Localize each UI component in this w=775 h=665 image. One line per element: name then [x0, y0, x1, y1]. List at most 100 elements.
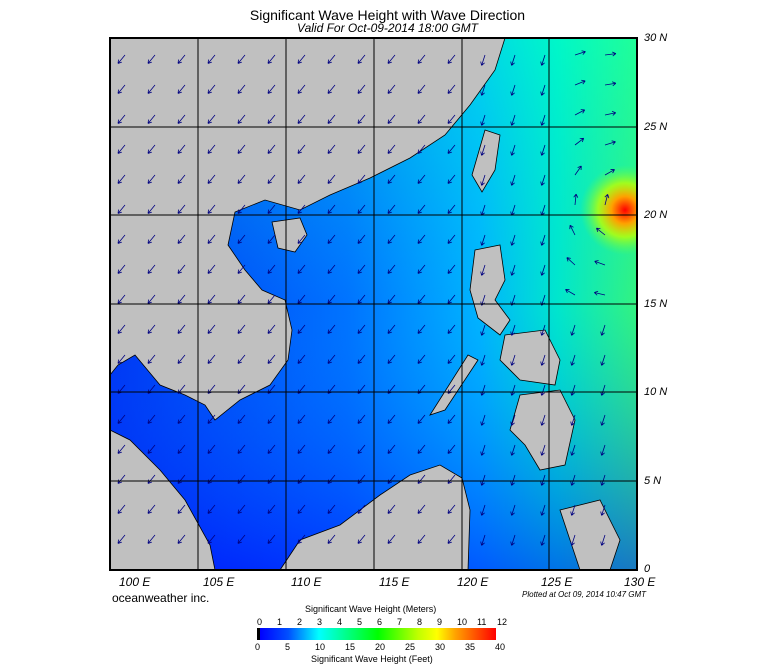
lon-label: 105 E [203, 575, 235, 589]
wave-direction-arrow [594, 260, 606, 266]
plotted-timestamp: Plotted at Oct 09, 2014 10:47 GMT [522, 590, 647, 599]
wave-direction-arrow [207, 114, 216, 124]
wave-direction-arrow [267, 144, 276, 154]
wave-direction-arrow [267, 534, 276, 544]
wave-direction-arrow [267, 174, 276, 184]
land-borneo [279, 464, 471, 571]
colorbar-feet-tick: 15 [345, 642, 356, 652]
wave-direction-arrow [357, 294, 366, 304]
wave-direction-arrow [237, 294, 246, 304]
wave-direction-arrow [237, 414, 246, 424]
colorbar-meters-tick: 4 [337, 617, 343, 627]
colorbar [257, 628, 496, 640]
wave-direction-arrow [267, 234, 276, 244]
wave-direction-arrow [387, 204, 396, 214]
wave-direction-arrow [327, 294, 336, 304]
wave-direction-arrow [207, 234, 216, 244]
wave-direction-arrow [357, 324, 366, 334]
wave-direction-arrow [604, 194, 610, 206]
colorbar-meters-tick: 6 [377, 617, 383, 627]
colorbar-feet-tick: 25 [405, 642, 416, 652]
colorbar-feet-tick: 20 [375, 642, 386, 652]
wave-direction-arrow [594, 290, 606, 296]
wave-direction-arrow [177, 444, 186, 454]
wave-direction-arrow [540, 324, 546, 336]
wave-direction-arrow [267, 324, 276, 334]
wave-direction-arrow [447, 264, 456, 274]
wave-direction-arrow [297, 504, 306, 514]
map-subtitle: Valid For Oct-09-2014 18:00 GMT [297, 21, 478, 35]
wave-direction-arrow [147, 414, 156, 424]
wave-direction-arrow [540, 114, 546, 126]
wave-direction-arrow [177, 294, 186, 304]
wave-direction-arrow [207, 264, 216, 274]
wave-direction-arrow [357, 204, 366, 214]
wave-direction-arrow [573, 193, 579, 206]
wave-direction-arrow [447, 294, 456, 304]
wave-direction-arrow [570, 504, 576, 516]
wave-direction-arrow [117, 324, 126, 334]
wave-direction-arrow [604, 111, 617, 116]
wave-direction-arrow [327, 264, 336, 274]
wave-direction-arrow [267, 54, 276, 64]
wave-direction-arrow [540, 474, 546, 486]
wave-direction-arrow [267, 114, 276, 124]
wave-direction-arrow [357, 174, 366, 184]
wave-direction-arrow [297, 444, 306, 454]
lon-label: 130 E [624, 575, 656, 589]
colorbar-meters-tick: 2 [297, 617, 303, 627]
wave-direction-arrow [117, 204, 126, 214]
wave-direction-arrow [447, 234, 456, 244]
wave-direction-arrow [566, 257, 576, 266]
wave-direction-arrow [237, 114, 246, 124]
colorbar-meters-tick: 8 [417, 617, 423, 627]
wave-direction-arrow [207, 54, 216, 64]
wave-direction-arrow [417, 504, 426, 514]
wave-direction-arrow [327, 204, 336, 214]
wave-direction-arrow [237, 504, 246, 514]
wave-direction-arrow [267, 84, 276, 94]
wave-direction-arrow [480, 264, 486, 276]
wave-direction-arrow [207, 324, 216, 334]
wave-direction-arrow [510, 54, 516, 66]
wave-direction-arrow [327, 234, 336, 244]
wave-direction-arrow [237, 84, 246, 94]
wave-direction-arrow [574, 165, 582, 176]
wave-direction-arrow [207, 354, 216, 364]
wave-direction-arrow [387, 114, 396, 124]
colorbar-meters-tick: 10 [457, 617, 468, 627]
colorbar-feet-tick: 35 [465, 642, 476, 652]
wave-direction-arrow [207, 444, 216, 454]
wave-direction-arrow [147, 324, 156, 334]
wave-direction-arrow [237, 204, 246, 214]
wave-direction-arrow [510, 84, 516, 96]
land-asia-mainland [109, 37, 506, 421]
wave-direction-arrow [417, 234, 426, 244]
wave-direction-arrow [177, 414, 186, 424]
colorbar-meters-tick: 12 [497, 617, 508, 627]
wave-direction-arrow [357, 144, 366, 154]
wave-direction-arrow [267, 414, 276, 424]
wave-direction-arrow [480, 534, 486, 546]
lat-label: 5 N [644, 475, 662, 487]
wave-direction-arrow [177, 354, 186, 364]
wave-direction-arrow [417, 324, 426, 334]
wave-direction-arrow [147, 354, 156, 364]
wave-direction-arrow [117, 84, 126, 94]
wave-direction-arrow [387, 444, 396, 454]
land-visayas [499, 329, 561, 386]
wave-direction-arrow [387, 174, 396, 184]
wave-direction-arrow [147, 504, 156, 514]
graticule [110, 38, 637, 570]
wave-direction-arrows [117, 50, 617, 546]
wave-direction-arrow [387, 84, 396, 94]
colorbar-feet-tick: 0 [255, 642, 261, 652]
colorbar-meters-tick: 1 [277, 617, 283, 627]
wave-direction-arrow [417, 444, 426, 454]
wave-direction-arrow [480, 474, 486, 486]
wave-direction-arrow [237, 144, 246, 154]
wave-direction-arrow [177, 264, 186, 274]
wave-direction-arrow [147, 264, 156, 274]
wave-direction-arrow [569, 224, 576, 236]
land-mindanao [509, 389, 576, 471]
